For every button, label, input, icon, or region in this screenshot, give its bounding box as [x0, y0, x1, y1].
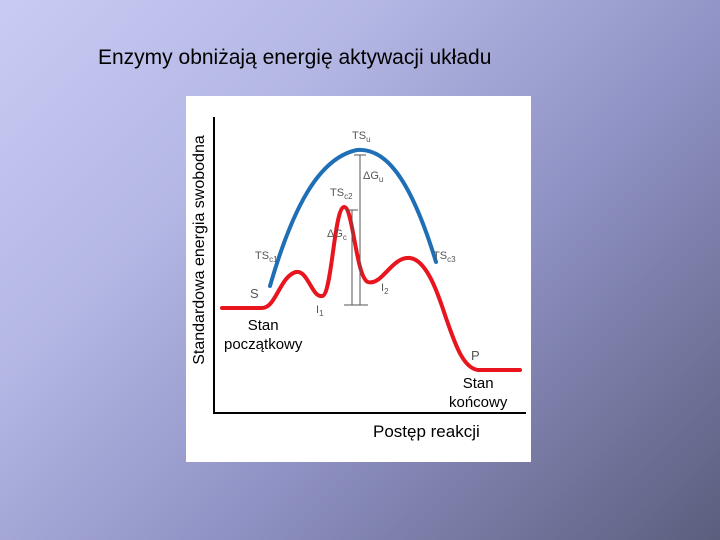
label-p: P: [471, 348, 480, 363]
catalyzed-curve: [220, 204, 522, 372]
state-start-line-2: początkowy: [224, 336, 303, 353]
label-ts-c2: TSc2: [330, 187, 353, 201]
state-end-line-2: końcowy: [449, 394, 508, 411]
state-end-label: Stan końcowy: [449, 374, 507, 412]
label-ts-c1: TSc1: [255, 250, 278, 264]
label-delta-g-u: ΔGu: [363, 170, 384, 184]
state-end-line-1: Stan: [462, 375, 494, 392]
slide-title: Enzymy obniżają energię aktywacji układu: [98, 46, 492, 69]
state-start-line-1: Stan: [247, 317, 279, 334]
diagram-panel: [186, 96, 531, 462]
label-s: S: [250, 286, 259, 301]
label-ts-c3: TSc3: [433, 250, 456, 264]
state-start-label: Stan początkowy: [224, 316, 302, 354]
uncatalyzed-curve: [268, 147, 438, 288]
label-i2: I2: [381, 282, 389, 296]
label-i1: I1: [316, 304, 324, 318]
label-delta-g-c: ΔGc: [327, 228, 347, 242]
label-ts-u: TSu: [352, 130, 371, 144]
x-axis-label: Postęp reakcji: [373, 422, 480, 441]
